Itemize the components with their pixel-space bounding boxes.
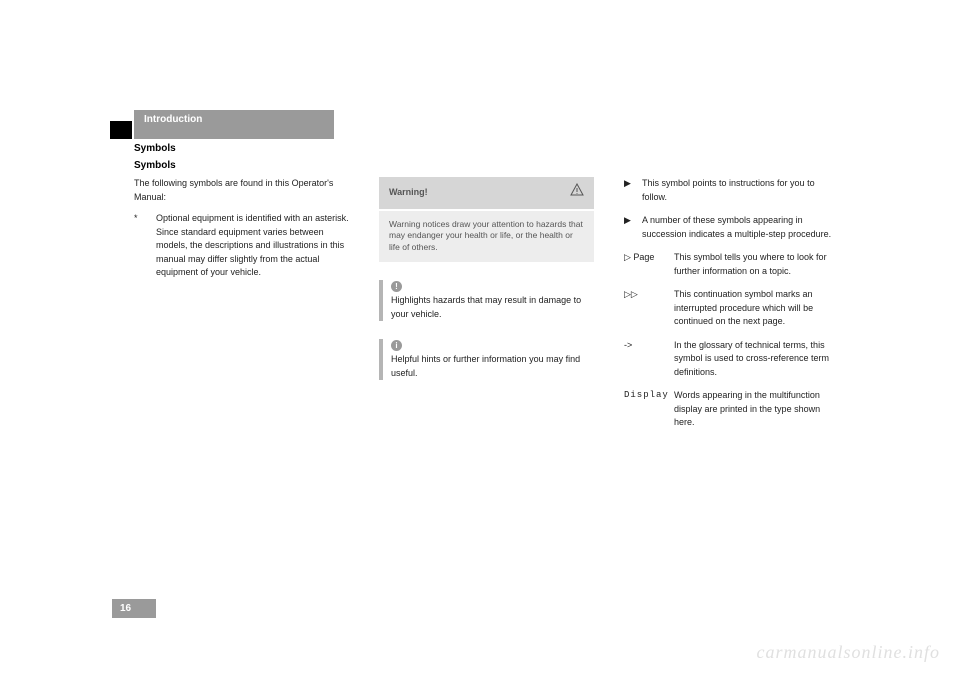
display-def-text: Words appearing in the multifunction dis… [674,389,839,430]
watermark: carmanualsonline.info [757,642,941,663]
hazard-text: Highlights hazards that may result in da… [391,294,594,321]
page-definition: ▷ Page This symbol tells you where to lo… [624,251,839,278]
glossary-term: -> [624,339,666,380]
introduction-label: Introduction [144,114,202,125]
bullet-1-text: This symbol points to instructions for y… [642,177,839,204]
info-note: i Helpful hints or further information y… [379,339,594,380]
warning-title: Warning! [389,186,428,200]
column-3: ▶ This symbol points to instructions for… [624,177,839,440]
arrow-icon: ▶ [624,214,632,241]
arrow-icon: ▶ [624,177,632,204]
display-term: Display [624,389,666,430]
asterisk-definition: * Optional equipment is identified with … [134,212,349,280]
column-1: The following symbols are found in this … [134,177,349,440]
content-columns: The following symbols are found in this … [134,177,880,440]
exclamation-icon: ! [391,281,402,292]
bullet-1: ▶ This symbol points to instructions for… [624,177,839,204]
continuation-term: ▷▷ [624,288,666,329]
asterisk-mark: * [134,212,140,280]
hazard-content: ! Highlights hazards that may result in … [391,280,594,321]
asterisk-text: Optional equipment is identified with an… [156,212,349,280]
note-bar [379,339,383,380]
glossary-def-text: In the glossary of technical terms, this… [674,339,839,380]
glossary-definition: -> In the glossary of technical terms, t… [624,339,839,380]
bullet-2-text: A number of these symbols appearing in s… [642,214,839,241]
column-2: Warning! Warning notices draw your atten… [379,177,594,440]
note-bar [379,280,383,321]
info-icon: i [391,340,402,351]
warning-body: Warning notices draw your attention to h… [379,211,594,263]
page-container: Introduction Symbols Symbols The followi… [0,0,960,480]
info-text: Helpful hints or further information you… [391,353,594,380]
warning-header: Warning! [379,177,594,209]
display-definition: Display Words appearing in the multifunc… [624,389,839,430]
warning-triangle-icon [570,183,584,203]
black-tab [110,121,132,139]
hazard-note: ! Highlights hazards that may result in … [379,280,594,321]
page-def-text: This symbol tells you where to look for … [674,251,839,278]
symbols-label: Symbols [134,143,880,154]
symbols-heading: Symbols [134,160,880,171]
info-content: i Helpful hints or further information y… [391,339,594,380]
page-number: 16 [112,599,156,618]
header-row: Introduction [110,110,880,139]
introduction-box: Introduction [134,110,334,139]
intro-text: The following symbols are found in this … [134,177,349,204]
page-term: ▷ Page [624,251,666,278]
continuation-def-text: This continuation symbol marks an interr… [674,288,839,329]
continuation-definition: ▷▷ This continuation symbol marks an int… [624,288,839,329]
bullet-2: ▶ A number of these symbols appearing in… [624,214,839,241]
